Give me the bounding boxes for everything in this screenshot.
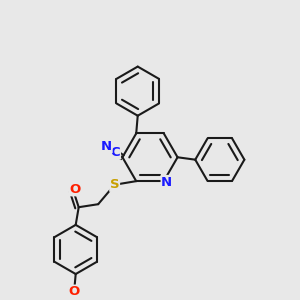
Text: S: S [110,178,119,191]
Text: N: N [101,140,112,153]
Text: C: C [111,146,120,159]
Text: N: N [161,176,172,188]
Text: O: O [69,285,80,298]
Text: O: O [69,183,80,196]
